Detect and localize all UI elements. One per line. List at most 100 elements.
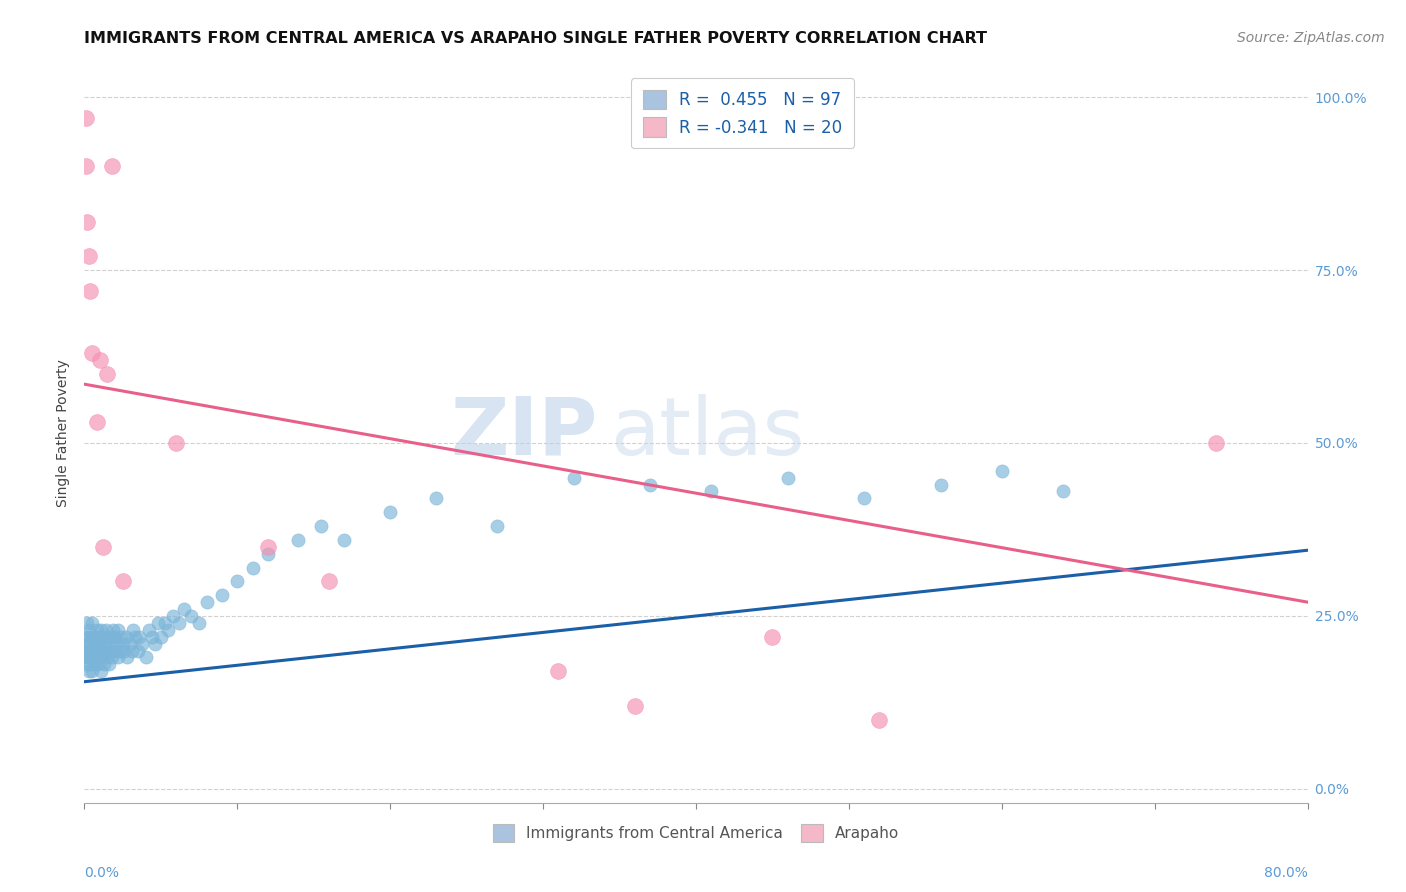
Point <box>1052 484 1074 499</box>
Point <box>991 464 1014 478</box>
Point <box>80 346 103 360</box>
Point <box>83 637 105 651</box>
Text: IMMIGRANTS FROM CENTRAL AMERICA VS ARAPAHO SINGLE FATHER POVERTY CORRELATION CHA: IMMIGRANTS FROM CENTRAL AMERICA VS ARAPA… <box>84 31 987 46</box>
Point <box>776 470 799 484</box>
Point <box>79 637 101 651</box>
Point <box>333 533 356 547</box>
Point <box>173 602 195 616</box>
Point <box>138 623 160 637</box>
Point <box>135 650 157 665</box>
Text: ZIP: ZIP <box>451 393 598 472</box>
Point <box>87 637 110 651</box>
Point <box>131 637 153 651</box>
Point <box>257 547 280 561</box>
Point <box>96 650 118 665</box>
Point <box>96 630 118 644</box>
Point <box>80 615 103 630</box>
Point <box>226 574 249 589</box>
Point <box>83 650 105 665</box>
Point <box>1205 436 1227 450</box>
Point <box>87 657 110 672</box>
Point <box>853 491 876 506</box>
Text: 80.0%: 80.0% <box>1264 866 1308 880</box>
Point <box>77 249 100 263</box>
Point <box>165 436 187 450</box>
Point <box>167 615 190 630</box>
Point <box>211 588 233 602</box>
Point <box>155 615 177 630</box>
Point <box>77 623 100 637</box>
Point <box>83 643 105 657</box>
Point <box>157 623 180 637</box>
Point <box>97 657 120 672</box>
Point <box>101 630 124 644</box>
Point <box>80 643 103 657</box>
Point <box>149 630 172 644</box>
Point <box>89 650 111 665</box>
Text: 0.0%: 0.0% <box>84 866 120 880</box>
Point <box>486 519 509 533</box>
Point <box>101 650 124 665</box>
Point <box>287 533 309 547</box>
Text: atlas: atlas <box>610 393 804 472</box>
Point <box>98 643 121 657</box>
Point <box>76 637 98 651</box>
Point <box>122 623 145 637</box>
Point <box>624 698 647 713</box>
Point <box>91 630 114 644</box>
Point <box>84 657 107 672</box>
Point <box>89 630 111 644</box>
Point <box>128 630 150 644</box>
Point <box>94 623 117 637</box>
Point <box>112 643 135 657</box>
Point <box>89 353 111 368</box>
Point <box>700 484 723 499</box>
Point <box>311 519 333 533</box>
Point <box>929 477 952 491</box>
Point <box>104 643 127 657</box>
Point <box>115 650 138 665</box>
Point <box>107 650 129 665</box>
Point <box>90 665 112 679</box>
Point <box>76 650 98 665</box>
Point <box>869 713 891 727</box>
Point <box>108 643 131 657</box>
Point <box>141 630 163 644</box>
Point <box>120 637 142 651</box>
Point <box>75 630 97 644</box>
Text: Source: ZipAtlas.com: Source: ZipAtlas.com <box>1237 31 1385 45</box>
Point <box>93 657 115 672</box>
Point <box>101 159 124 173</box>
Point <box>86 415 108 429</box>
Point <box>195 595 218 609</box>
Point <box>93 637 115 651</box>
Point <box>380 505 402 519</box>
Point <box>121 643 143 657</box>
Point <box>77 665 100 679</box>
Point <box>91 643 114 657</box>
Point <box>96 367 118 381</box>
Point <box>146 615 169 630</box>
Point <box>75 159 97 173</box>
Point <box>97 637 120 651</box>
Point <box>86 623 108 637</box>
Point <box>105 637 128 651</box>
Point <box>90 623 112 637</box>
Point <box>86 643 108 657</box>
Y-axis label: Single Father Poverty: Single Father Poverty <box>56 359 70 507</box>
Point <box>79 657 101 672</box>
Point <box>110 630 132 644</box>
Point <box>84 637 107 651</box>
Point <box>77 630 100 644</box>
Point <box>94 643 117 657</box>
Point <box>75 643 97 657</box>
Point <box>91 540 114 554</box>
Point <box>79 650 101 665</box>
Point <box>75 111 97 125</box>
Point <box>76 214 98 228</box>
Point <box>80 665 103 679</box>
Point <box>80 630 103 644</box>
Point <box>761 630 783 644</box>
Point <box>76 657 98 672</box>
Point <box>111 574 134 589</box>
